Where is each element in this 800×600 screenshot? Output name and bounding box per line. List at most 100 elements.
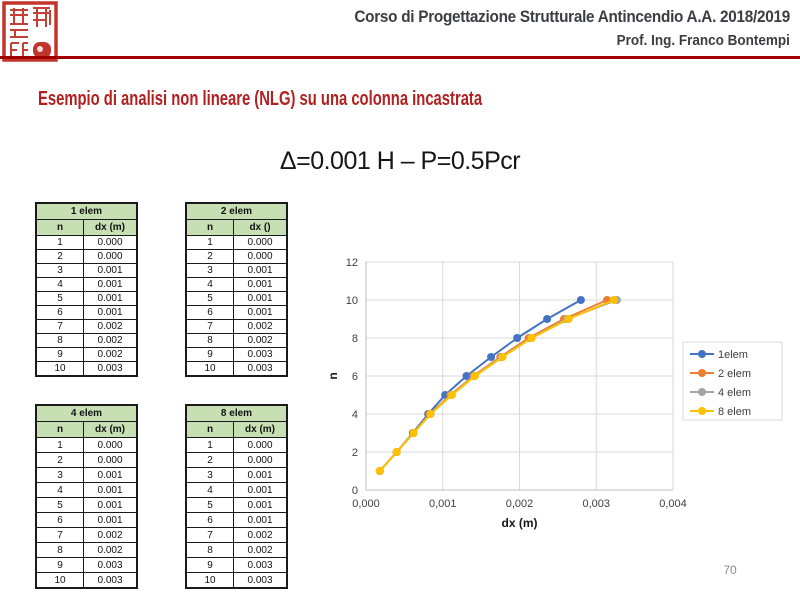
table-cell: 0.001	[83, 467, 138, 483]
table-row: 2 0.000	[185, 452, 288, 468]
page-number: 70	[723, 563, 737, 577]
line-chart: 0 2 4 6 8 10 12 0,000 0,001 0,002 0,003 0,004 dx (m)…	[326, 245, 792, 545]
table-cell: 8	[185, 542, 234, 558]
table-cell: 4	[185, 277, 234, 292]
table-row: 3 0.001	[185, 467, 288, 483]
svg-text:12: 12	[346, 257, 358, 269]
table-cell: 0.000	[233, 235, 288, 250]
data-point-marker	[392, 448, 401, 456]
table-cell: 8	[35, 542, 84, 558]
table-cell: 1	[35, 437, 84, 453]
table-cell: 4	[35, 277, 84, 292]
column-header: dx (m)	[83, 219, 138, 236]
table-cell: 2	[35, 249, 84, 264]
table-cell: 1	[185, 437, 234, 453]
table-cell: 7	[185, 527, 234, 543]
svg-text:0: 0	[352, 485, 358, 497]
data-point-marker	[513, 334, 522, 342]
table-title: 8 elem	[185, 404, 288, 422]
table-cell: 0.001	[83, 512, 138, 528]
table-cell: 3	[35, 467, 84, 483]
table-cell: 0.002	[233, 319, 288, 334]
svg-text:2: 2	[352, 447, 358, 459]
table-cell: 10	[35, 572, 84, 589]
course-title: Corso di Progettazione Strutturale Antin…	[354, 7, 790, 26]
table-cell: 7	[185, 319, 234, 334]
table-row: 9 0.002	[35, 347, 138, 362]
table-cell: 0.002	[233, 333, 288, 348]
table-cell: 0.000	[83, 235, 138, 250]
svg-text:4: 4	[352, 409, 358, 421]
table-cell: 0.000	[233, 249, 288, 264]
table-row: 3 0.001	[35, 467, 138, 483]
table-row: 7 0.002	[35, 319, 138, 334]
table-row: 4 0.001	[185, 482, 288, 498]
table-row: 1 0.000	[185, 235, 288, 250]
table-cell: 3	[185, 467, 234, 483]
table-cell: 0.002	[233, 527, 288, 543]
table-cell: 7	[35, 319, 84, 334]
table-4-elem: 4 elem n dx (m) 1 0.000 2 0.000 3 0.001 4 0.001 5 0.…	[35, 404, 138, 589]
svg-text:10: 10	[346, 295, 358, 307]
table-row: 8 0.002	[185, 333, 288, 348]
table-row: 4 0.001	[185, 277, 288, 292]
column-header: n	[185, 219, 234, 236]
data-point-marker	[448, 391, 456, 399]
svg-text:0,000: 0,000	[352, 498, 380, 510]
table-row: 6 0.001	[185, 305, 288, 320]
table-row: 7 0.002	[185, 527, 288, 543]
table-row: 8 0.002	[35, 333, 138, 348]
table-row: 5 0.001	[185, 497, 288, 513]
data-point-marker	[609, 296, 618, 304]
table-cell: 10	[35, 361, 84, 377]
svg-text:8: 8	[352, 333, 358, 345]
data-point-marker	[498, 353, 507, 361]
university-seal-logo	[2, 1, 58, 67]
table-row: 7 0.002	[185, 319, 288, 334]
table-cell: 8	[35, 333, 84, 348]
table-cell: 0.003	[233, 572, 288, 589]
table-cell: 0.002	[233, 542, 288, 558]
y-axis-label: n	[330, 372, 340, 379]
table-cell: 0.001	[233, 512, 288, 528]
table-row: 9 0.003	[185, 347, 288, 362]
data-table: 1 elem n dx (m) 1 0.000 2 0.000 3 0.001 4 0.001 5 0.…	[35, 202, 138, 377]
table-cell: 6	[185, 305, 234, 320]
slide-header: Corso di Progettazione Strutturale Antin…	[306, 7, 790, 49]
legend-label: 8 elem	[718, 406, 751, 418]
table-cell: 0.001	[233, 305, 288, 320]
chart-tick-labels: 0 2 4 6 8 10 12 0,000 0,001 0,002 0,003 0,004	[346, 257, 687, 510]
table-cell: 3	[35, 263, 84, 278]
column-header: n	[35, 421, 84, 438]
table-2-elem: 2 elem n dx () 1 0.000 2 0.000 3 0.001 4 0.001 5 0.0…	[185, 202, 288, 377]
table-cell: 0.001	[83, 291, 138, 306]
table-row: 10 0.003	[185, 572, 288, 589]
table-8-elem: 8 elem n dx (m) 1 0.000 2 0.000 3 0.001 4 0.001 5 0.…	[185, 404, 288, 589]
table-cell: 0.000	[83, 249, 138, 264]
column-header: n	[185, 421, 234, 438]
svg-text:0,001: 0,001	[429, 498, 457, 510]
table-cell: 5	[35, 497, 84, 513]
chart-axes	[365, 262, 673, 491]
table-row: 2 0.000	[185, 249, 288, 264]
table-row: 6 0.001	[35, 305, 138, 320]
table-cell: 1	[35, 235, 84, 250]
table-row: 6 0.001	[185, 512, 288, 528]
chart-gridlines	[366, 261, 674, 490]
table-cell: 2	[185, 452, 234, 468]
table-row: 5 0.001	[185, 291, 288, 306]
column-header: dx (m)	[83, 421, 138, 438]
table-cell: 10	[185, 361, 234, 377]
table-row: 1 0.000	[35, 235, 138, 250]
page-title: Esempio di analisi non lineare (NLG) su …	[38, 88, 483, 110]
x-axis-label: dx (m)	[502, 516, 538, 530]
table-row: 9 0.003	[185, 557, 288, 573]
table-row: 4 0.001	[35, 482, 138, 498]
table-cell: 0.002	[83, 347, 138, 362]
table-row: 8 0.002	[35, 542, 138, 558]
data-point-marker	[462, 372, 471, 380]
table-cell: 0.001	[233, 497, 288, 513]
svg-text:0,004: 0,004	[659, 498, 687, 510]
table-row: 10 0.003	[185, 361, 288, 377]
series-1elem	[375, 296, 585, 475]
